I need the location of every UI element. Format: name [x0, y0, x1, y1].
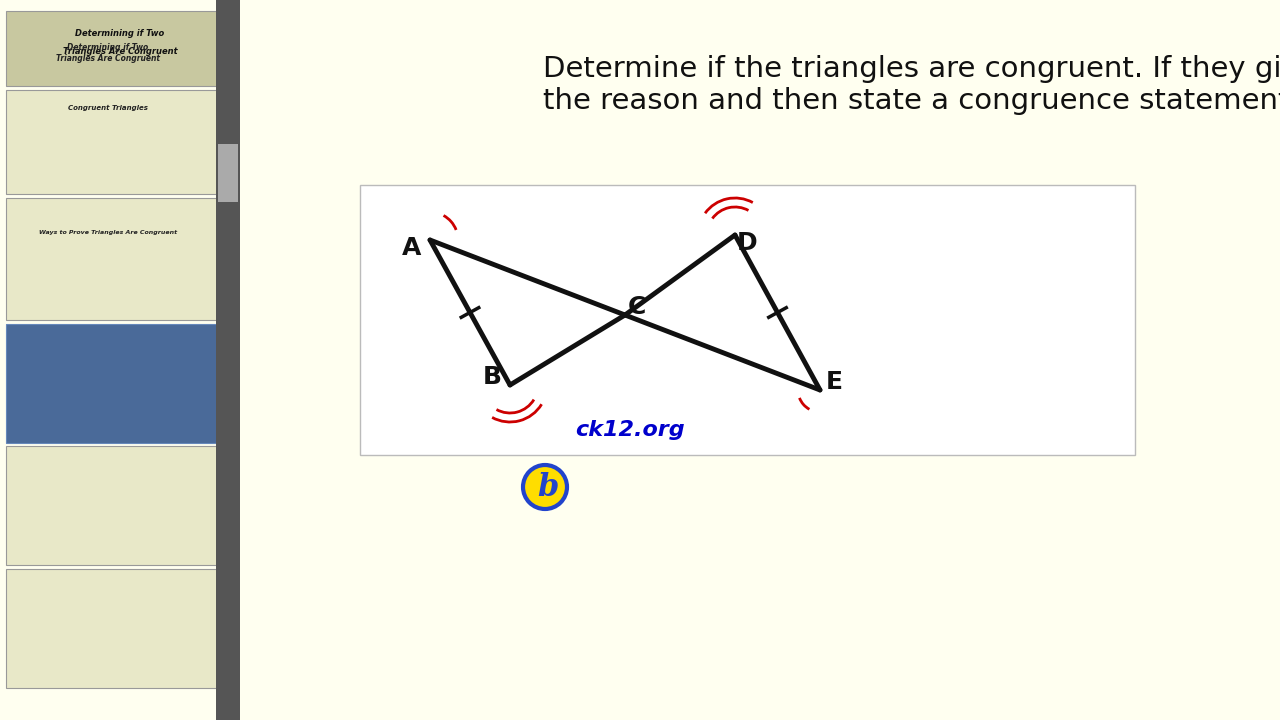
FancyBboxPatch shape	[6, 446, 234, 565]
Text: B: B	[483, 365, 502, 389]
FancyBboxPatch shape	[360, 185, 1135, 455]
Text: Triangles Are Congruent: Triangles Are Congruent	[63, 47, 178, 55]
Text: D: D	[737, 231, 758, 255]
Text: ck12.org: ck12.org	[575, 420, 685, 440]
FancyBboxPatch shape	[6, 11, 234, 86]
Text: A: A	[402, 236, 421, 260]
Text: b: b	[538, 472, 558, 503]
FancyBboxPatch shape	[6, 324, 234, 443]
Circle shape	[524, 465, 567, 509]
FancyBboxPatch shape	[6, 90, 234, 194]
FancyBboxPatch shape	[6, 569, 234, 688]
Bar	[216, 0, 241, 720]
FancyBboxPatch shape	[6, 198, 234, 320]
Text: Congruent Triangles: Congruent Triangles	[68, 104, 148, 110]
Text: Determining if Two: Determining if Two	[76, 29, 165, 38]
Text: Determine if the triangles are congruent. If they give
the reason and then state: Determine if the triangles are congruent…	[543, 55, 1280, 115]
Bar	[219, 144, 238, 202]
Text: Determining if Two
Triangles Are Congruent: Determining if Two Triangles Are Congrue…	[56, 43, 160, 63]
Text: C: C	[627, 295, 646, 319]
Text: E: E	[826, 370, 842, 394]
Text: Ways to Prove Triangles Are Congruent: Ways to Prove Triangles Are Congruent	[38, 230, 177, 235]
